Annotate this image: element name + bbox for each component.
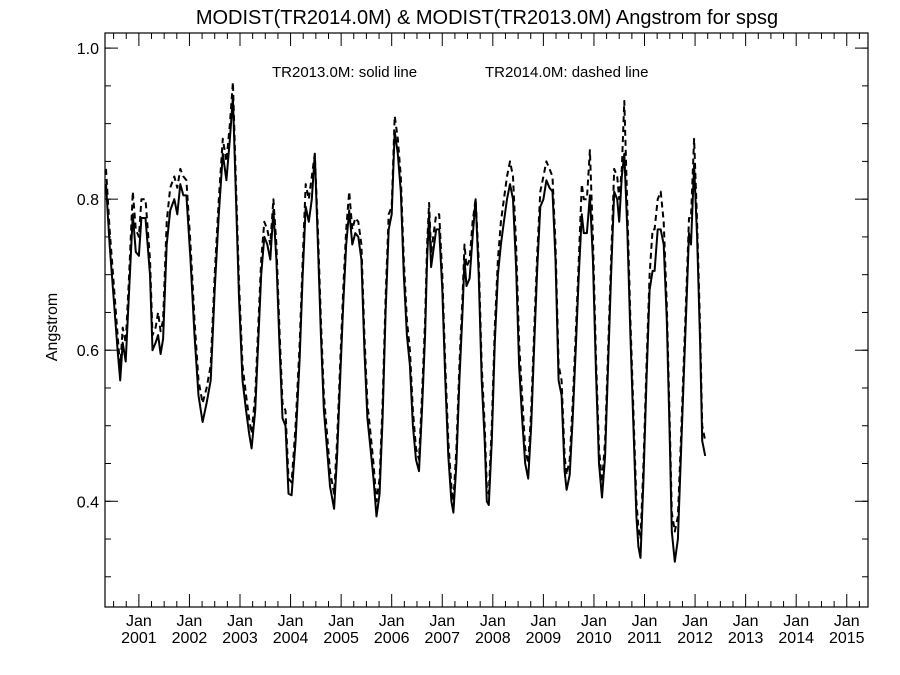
x-tick-month-label: Jan [783, 613, 809, 630]
x-tick-year-label: 2010 [576, 630, 612, 647]
x-tick-year-label: 2002 [172, 630, 208, 647]
x-tick-year-label: 2008 [475, 630, 511, 647]
y-tick-label: 0.8 [77, 192, 99, 209]
x-tick-year-label: 2003 [222, 630, 258, 647]
x-tick-month-label: Jan [581, 613, 607, 630]
x-tick-month-label: Jan [278, 613, 304, 630]
x-tick-month-label: Jan [480, 613, 506, 630]
x-tick-year-label: 2005 [323, 630, 359, 647]
y-tick-label: 0.6 [77, 343, 99, 360]
data-series [105, 81, 707, 563]
series-line-tr2014-0m [105, 81, 707, 540]
y-tick-label: 0.4 [77, 494, 99, 511]
x-tick-month-label: Jan [682, 613, 708, 630]
x-tick-month-label: Jan [177, 613, 203, 630]
x-tick-month-label: Jan [733, 613, 759, 630]
x-tick-year-label: 2009 [526, 630, 562, 647]
axis-ticks: 0.40.60.81.0Jan2001Jan2002Jan2003Jan2004… [77, 33, 868, 647]
x-tick-year-label: 2012 [677, 630, 713, 647]
x-tick-year-label: 2015 [829, 630, 865, 647]
x-tick-month-label: Jan [379, 613, 405, 630]
x-tick-year-label: 2006 [374, 630, 410, 647]
y-axis-label: Angstrom [44, 293, 61, 361]
legend-solid-annotation: TR2013.0M: solid line [272, 64, 417, 81]
x-tick-month-label: Jan [834, 613, 860, 630]
x-tick-month-label: Jan [429, 613, 455, 630]
legend-dashed-annotation: TR2014.0M: dashed line [485, 64, 648, 81]
y-tick-label: 1.0 [77, 41, 99, 58]
chart-title: MODIST(TR2014.0M) & MODIST(TR2013.0M) An… [196, 7, 778, 29]
x-tick-month-label: Jan [632, 613, 658, 630]
x-tick-year-label: 2014 [778, 630, 814, 647]
x-tick-year-label: 2001 [121, 630, 157, 647]
series-line-tr2013-0m [105, 96, 707, 563]
x-tick-month-label: Jan [126, 613, 152, 630]
plot-frame [104, 32, 869, 608]
x-tick-year-label: 2007 [424, 630, 460, 647]
x-tick-month-label: Jan [227, 613, 253, 630]
x-tick-month-label: Jan [530, 613, 556, 630]
x-tick-year-label: 2004 [273, 630, 309, 647]
x-tick-month-label: Jan [328, 613, 354, 630]
x-tick-year-label: 2011 [627, 630, 662, 647]
x-tick-year-label: 2013 [728, 630, 764, 647]
